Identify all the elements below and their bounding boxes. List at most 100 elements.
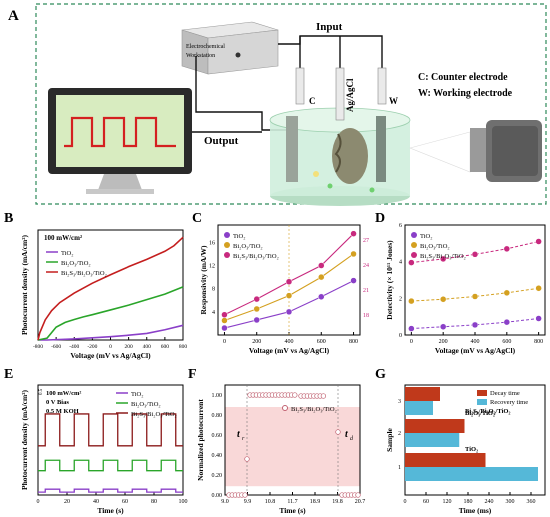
- d-series-line: [411, 287, 539, 302]
- f-rise-time-subscript: r: [242, 436, 245, 442]
- f-data-point: [320, 393, 327, 399]
- d-y-axis-label: Detectivity (× 10¹¹ Jones): [385, 240, 394, 320]
- e-x-tick-label: 80: [151, 499, 157, 505]
- c-data-point: [318, 262, 325, 269]
- g-sample-label: Bi₂O₃/TiO₂: [465, 410, 495, 417]
- panel-b-letter: B: [4, 211, 13, 226]
- e-y-axis-label: Photocurrent density (mA/cm²): [20, 389, 29, 490]
- g-legend-swatch: [477, 399, 487, 405]
- light-source-icon: [409, 120, 542, 182]
- d-data-point: [408, 325, 415, 332]
- chart-b: -800 -600 -400 -200 0 200 400 600 800 TiO₂ Bi₂O₃/T…: [20, 229, 187, 360]
- d-legend-marker: [411, 242, 417, 248]
- c-data-point: [350, 230, 357, 237]
- e-annotation: 0.5 M KOH: [46, 408, 79, 415]
- e-annotation: 0 V Bias: [46, 399, 69, 406]
- b-y-axis-label: Photocurrent density (mA/cm²): [20, 234, 29, 335]
- d-data-point: [408, 297, 415, 305]
- chart-d: 0 200 400 600 800 0 2 4 6 TiO₂ Bi₂O₃/TiO₂ Bi₂S₃/Bi₂…: [385, 223, 546, 355]
- f-data-point: [355, 492, 361, 498]
- b-legend-label: Bi₂S₃/Bi₂O₃/TiO₂: [61, 270, 107, 277]
- b-series-line: [37, 236, 184, 341]
- g-x-tick-label: 120: [443, 499, 452, 505]
- b-axes-frame: [37, 229, 184, 341]
- c-legend-marker: [224, 232, 230, 238]
- panel-c-letter: C: [192, 211, 202, 226]
- panel-a: A Electrochemical Workstation Input: [8, 3, 547, 206]
- output-label: Output: [204, 135, 239, 147]
- panel-a-frame: [35, 3, 547, 205]
- c-data-point: [253, 316, 260, 324]
- c-x-tick-label: 200: [252, 339, 261, 345]
- b-annotation: 100 mW/cm²: [44, 234, 82, 242]
- g-x-tick-label: 300: [506, 499, 515, 505]
- c-x-tick-label: 600: [317, 339, 326, 345]
- e-series-line: [38, 459, 183, 472]
- g-y-axis-label: Sample: [385, 427, 394, 451]
- d-y-tick-label: 2: [399, 296, 402, 302]
- b-x-tick-label: 600: [161, 344, 170, 350]
- g-sample-label: Bi₂S₃/Bi₂O₃/TiO₂: [465, 408, 510, 415]
- legend-working-electrode: W: Working electrode: [418, 88, 513, 99]
- g-x-tick-label: 0: [404, 499, 407, 505]
- c-y-tick-label: 4: [212, 310, 215, 316]
- g-y-tick-label: 3: [398, 399, 401, 405]
- c-data-point: [221, 324, 228, 332]
- g-sample-label: TiO₂: [465, 446, 478, 453]
- e-scale-label: 0.5: [39, 388, 44, 395]
- e-series-line: [38, 488, 183, 493]
- d-data-point: [439, 296, 447, 303]
- g-x-tick-label: 60: [423, 499, 429, 505]
- f-data-point: [242, 492, 248, 498]
- d-data-point: [503, 318, 511, 326]
- d-legend-label: TiO₂: [420, 233, 433, 240]
- c-data-point: [285, 308, 293, 316]
- f-x-tick-label: 9.9: [244, 499, 252, 505]
- e-x-tick-label: 60: [122, 499, 128, 505]
- workstation-label-1: Electrochemical: [186, 44, 225, 50]
- electrode-label-c: C: [309, 96, 316, 106]
- f-decay-time-subscript: d: [350, 436, 354, 442]
- f-y-tick-label: 0.60: [212, 433, 223, 439]
- e-x-axis-label: Time (s): [97, 506, 124, 515]
- c-legend-label: TiO₂: [233, 233, 246, 240]
- c-legend-marker: [224, 252, 230, 258]
- c-data-point: [253, 305, 260, 313]
- d-series-line: [411, 318, 539, 330]
- f-y-tick-label: 0.20: [212, 473, 223, 479]
- c-data-point: [253, 295, 260, 303]
- legend-counter-electrode: C: Counter electrode: [418, 72, 508, 83]
- d-data-point: [535, 238, 542, 245]
- d-axes-frame: [404, 224, 546, 336]
- panel-d-letter: D: [375, 211, 385, 226]
- g-legend-label: Recovery time: [490, 399, 528, 406]
- c-data-point: [350, 250, 357, 258]
- g-bar-decay: [405, 453, 486, 467]
- d-data-point: [471, 293, 479, 300]
- d-x-tick-label: 800: [534, 339, 543, 345]
- f-decay-time-label: t: [345, 429, 349, 440]
- c-y2-tick-label: 27: [363, 238, 369, 244]
- b-x-tick-label: 200: [125, 344, 134, 350]
- d-data-point: [439, 255, 447, 263]
- c-y2-tick-label: 18: [363, 313, 369, 319]
- c-data-point: [350, 277, 357, 284]
- b-x-tick-label: -800: [33, 344, 43, 350]
- c-y-tick-label: 12: [209, 264, 215, 270]
- panel-f-letter: F: [188, 367, 197, 382]
- chart-g: 0 60 120 180 240 300 360 1 TiO₂ 2 Bi₂O₃/TiO₂ 3 Bi₂S₃…: [385, 384, 546, 515]
- workstation-label-2: Workstation: [186, 53, 215, 59]
- d-legend-marker: [411, 252, 417, 258]
- f-x-tick-label: 10.8: [265, 499, 276, 505]
- d-x-tick-label: 0: [410, 339, 413, 345]
- d-series-line: [411, 241, 539, 264]
- f-legend-label: Bi₂S₃/Bi₂O₃/TiO₂: [291, 406, 337, 413]
- c-data-point: [318, 293, 325, 301]
- d-y-tick-label: 6: [399, 223, 402, 229]
- d-data-point: [408, 259, 415, 266]
- g-bar-recovery: [405, 401, 433, 415]
- b-x-tick-label: -200: [87, 344, 97, 350]
- b-series-line: [38, 324, 184, 341]
- e-x-tick-label: 100: [179, 499, 188, 505]
